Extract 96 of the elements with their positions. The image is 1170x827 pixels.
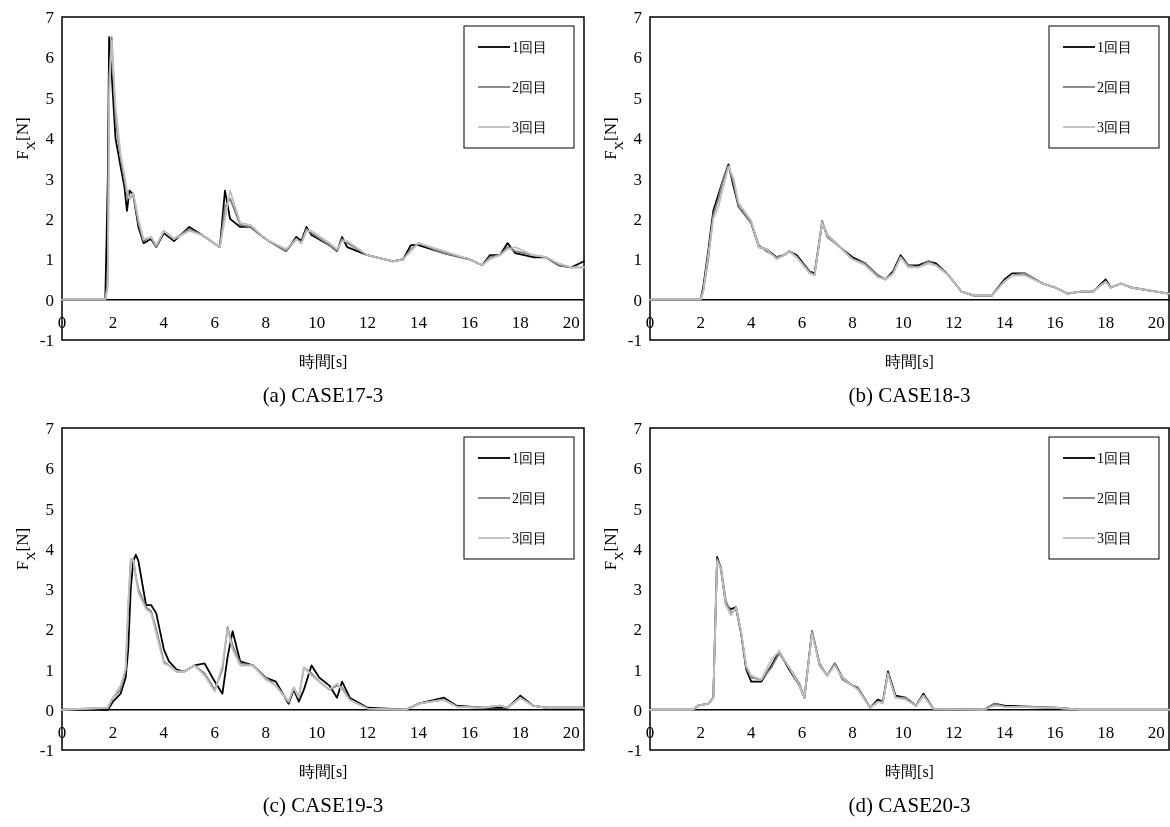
y-tick-label: 1 — [45, 660, 54, 680]
legend-label: 3回目 — [512, 531, 547, 546]
y-tick-label: 0 — [633, 290, 642, 310]
x-tick-label: 12 — [945, 312, 963, 332]
x-tick-label: 10 — [308, 722, 326, 742]
y-tick-label: 4 — [45, 539, 55, 559]
x-tick-label: 8 — [848, 312, 857, 332]
y-tick-label: 5 — [45, 499, 54, 519]
text: (c) CASE19-3 — [262, 793, 384, 817]
x-tick-label: 16 — [1046, 312, 1064, 332]
y-tick-label: 5 — [633, 88, 642, 108]
x-tick-label: 4 — [159, 722, 169, 742]
x-axis-title: 時間[s] — [885, 763, 934, 780]
legend-label: 1回目 — [512, 451, 547, 466]
legend-label: 3回目 — [1097, 120, 1132, 135]
y-tick-label: -1 — [627, 741, 642, 760]
legend-label: 2回目 — [1097, 80, 1132, 95]
x-tick-label: 8 — [261, 312, 270, 332]
x-tick-label: 16 — [460, 722, 478, 742]
x-tick-label: 4 — [159, 312, 169, 332]
legend-label: 1回目 — [1097, 40, 1132, 55]
x-axis-title: 時間[s] — [298, 763, 348, 780]
x-tick-label: 2 — [108, 312, 118, 332]
y-tick-label: 3 — [45, 169, 54, 189]
text: (b) CASE18-3 — [848, 383, 971, 407]
x-tick-label: 8 — [848, 722, 857, 742]
x-tick-label: 6 — [210, 312, 220, 332]
y-tick-label: 6 — [633, 459, 642, 479]
y-tick-label: 7 — [633, 419, 643, 438]
y-tick-label: 6 — [633, 48, 642, 68]
x-tick-label: 12 — [359, 722, 377, 742]
x-tick-label: 6 — [797, 722, 807, 742]
x-tick-label: 20 — [1147, 312, 1165, 332]
y-tick-label: 5 — [45, 88, 54, 108]
x-tick-label: 4 — [747, 312, 757, 332]
x-tick-label: 20 — [562, 312, 580, 332]
y-tick-label: 6 — [45, 459, 54, 479]
x-tick-label: 12 — [359, 312, 377, 332]
x-axis-title: 時間[s] — [885, 353, 934, 370]
legend-label: 2回目 — [1097, 491, 1132, 506]
legend-label: 2回目 — [512, 491, 547, 506]
text: (a) CASE17-3 — [262, 383, 384, 407]
x-tick-label: 18 — [1097, 312, 1115, 332]
x-tick-label: 2 — [108, 722, 118, 742]
x-tick-label: 16 — [460, 312, 478, 332]
x-tick-label: 14 — [995, 312, 1014, 332]
y-tick-label: 5 — [633, 499, 642, 519]
legend-label: 1回目 — [512, 40, 547, 55]
x-tick-label: 16 — [1046, 722, 1064, 742]
y-tick-label: -1 — [39, 331, 54, 350]
x-tick-label: 14 — [409, 722, 428, 742]
y-tick-label: 7 — [633, 8, 643, 27]
legend-label: 2回目 — [512, 80, 547, 95]
legend-label: 3回目 — [512, 120, 547, 135]
x-tick-label: 10 — [894, 722, 912, 742]
y-tick-label: 7 — [45, 419, 55, 438]
x-tick-label: 18 — [511, 312, 529, 332]
x-tick-label: 2 — [696, 312, 705, 332]
y-tick-label: 1 — [633, 660, 642, 680]
x-tick-label: 6 — [210, 722, 220, 742]
y-tick-label: -1 — [39, 741, 54, 760]
y-tick-label: 0 — [633, 700, 642, 720]
x-tick-label: 10 — [894, 312, 912, 332]
y-tick-label: 3 — [45, 580, 54, 599]
x-tick-label: 14 — [995, 722, 1014, 742]
y-tick-label: -1 — [627, 331, 642, 350]
x-tick-label: 18 — [511, 722, 529, 742]
y-tick-label: 0 — [45, 290, 54, 310]
y-tick-label: 2 — [45, 620, 54, 640]
x-tick-label: 18 — [1097, 722, 1115, 742]
legend-label: 1回目 — [1097, 451, 1132, 466]
y-tick-label: 0 — [45, 700, 54, 720]
y-tick-label: 2 — [633, 620, 642, 640]
x-tick-label: 14 — [409, 312, 428, 332]
y-tick-label: 3 — [633, 580, 642, 599]
x-tick-label: 4 — [747, 722, 757, 742]
x-tick-label: 2 — [696, 722, 705, 742]
x-tick-label: 8 — [261, 722, 270, 742]
x-axis-title: 時間[s] — [298, 353, 348, 370]
y-tick-label: 1 — [45, 250, 54, 270]
y-tick-label: 7 — [45, 8, 55, 27]
x-tick-label: 12 — [945, 722, 963, 742]
y-tick-label: 4 — [633, 129, 643, 149]
y-tick-label: 6 — [45, 48, 54, 68]
y-tick-label: 1 — [633, 250, 642, 270]
y-tick-label: 2 — [45, 209, 54, 229]
y-tick-label: 3 — [633, 169, 642, 189]
y-tick-label: 4 — [633, 539, 643, 559]
y-tick-label: 2 — [633, 209, 642, 229]
y-tick-label: 4 — [45, 129, 55, 149]
text: (d) CASE20-3 — [848, 793, 971, 817]
x-tick-label: 20 — [1147, 722, 1165, 742]
x-tick-label: 10 — [308, 312, 326, 332]
legend-label: 3回目 — [1097, 531, 1132, 546]
x-tick-label: 20 — [562, 722, 580, 742]
x-tick-label: 6 — [797, 312, 807, 332]
